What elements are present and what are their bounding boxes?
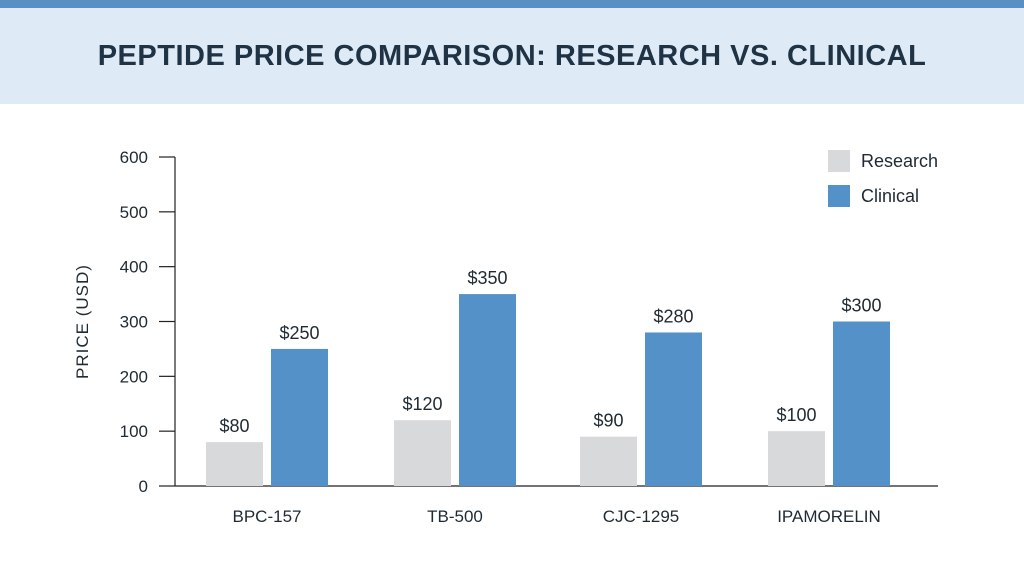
bar-clinical-cjc-1295 — [645, 332, 702, 486]
y-tick-label: 600 — [120, 148, 148, 167]
value-label: $250 — [279, 323, 319, 343]
y-axis-title: PRICE (USD) — [73, 264, 92, 379]
y-tick-label: 100 — [120, 422, 148, 441]
chart-axes: 0 100 200 300 400 500 600 PRICE (USD) — [73, 148, 938, 496]
top-accent-bar — [0, 0, 1024, 8]
legend-swatch-clinical — [828, 185, 850, 207]
bar-research-tb-500 — [394, 420, 451, 486]
value-label: $100 — [776, 405, 816, 425]
title-band: PEPTIDE PRICE COMPARISON: RESEARCH VS. C… — [0, 8, 1024, 104]
legend-label-research: Research — [861, 151, 938, 171]
chart-title: PEPTIDE PRICE COMPARISON: RESEARCH VS. C… — [97, 39, 927, 72]
x-category-label: CJC-1295 — [603, 507, 680, 526]
x-category-label: IPAMORELIN — [777, 507, 881, 526]
value-label: $90 — [593, 411, 623, 431]
bar-research-cjc-1295 — [580, 436, 637, 486]
bar-clinical-ipamorelin — [833, 321, 890, 486]
bar-research-bpc-157 — [206, 442, 263, 486]
value-label: $120 — [402, 394, 442, 414]
x-category-label: TB-500 — [427, 507, 483, 526]
bar-clinical-tb-500 — [459, 294, 516, 486]
chart-bars: $80 $250 BPC-157 $120 $350 TB-500 $90 $280 CJC-1… — [206, 268, 890, 526]
x-category-label: BPC-157 — [233, 507, 302, 526]
value-label: $280 — [653, 306, 693, 326]
bar-clinical-bpc-157 — [271, 348, 328, 486]
chart-legend: Research Clinical — [828, 150, 938, 207]
y-tick-label: 300 — [120, 313, 148, 332]
y-tick-label: 200 — [120, 367, 148, 386]
y-tick-label: 500 — [120, 203, 148, 222]
value-label: $300 — [841, 296, 881, 316]
legend-label-clinical: Clinical — [861, 186, 919, 206]
y-tick-label: 0 — [139, 477, 148, 496]
value-label: $80 — [219, 416, 249, 436]
bar-research-ipamorelin — [768, 431, 825, 486]
value-label: $350 — [467, 268, 507, 288]
y-tick-label: 400 — [120, 258, 148, 277]
legend-swatch-research — [828, 150, 850, 172]
